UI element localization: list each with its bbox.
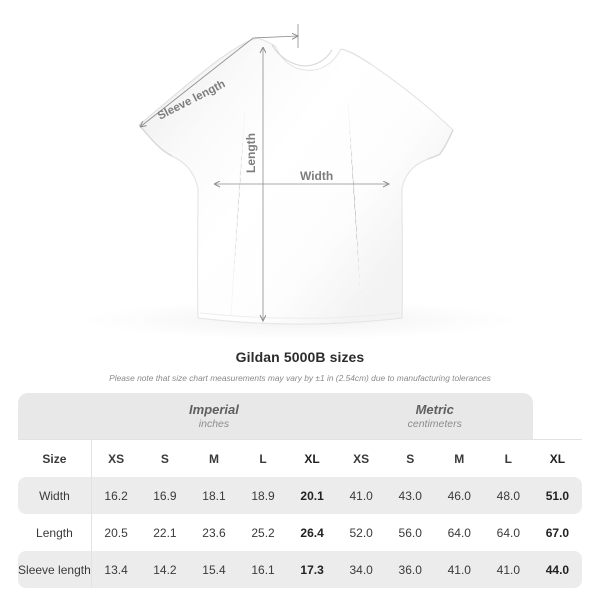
svg-text:Width: Width bbox=[300, 169, 333, 183]
svg-text:Length: Length bbox=[244, 133, 258, 173]
